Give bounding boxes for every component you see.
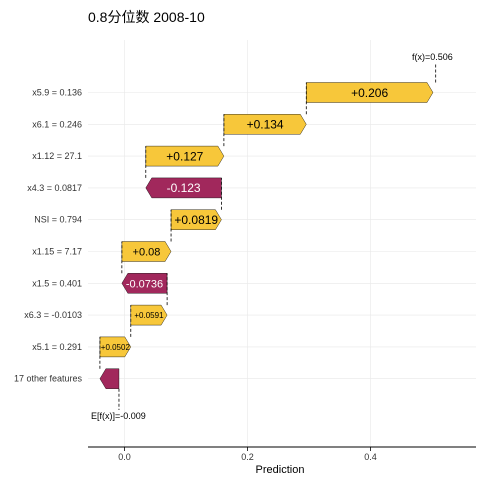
bar-value-label: +0.0502 (101, 343, 131, 352)
bar-value-label: +0.0591 (134, 311, 164, 320)
waterfall-bar (99, 368, 120, 389)
y-tick-label: x5.9 = 0.136 (32, 88, 82, 98)
base-value-label: E[f(x)]=-0.009 (91, 411, 146, 421)
y-tick-label: x6.3 = -0.0103 (24, 310, 82, 320)
y-tick-label: x5.1 = 0.291 (32, 342, 82, 352)
x-tick-label: 0.0 (118, 452, 131, 462)
x-tick-label: 0.2 (241, 452, 254, 462)
y-tick-label: x1.5 = 0.401 (32, 278, 82, 288)
bar-value-label: +0.134 (247, 118, 284, 132)
waterfall-bar (145, 177, 222, 199)
x-tick-label: 0.4 (364, 452, 377, 462)
y-tick-label: x1.15 = 7.17 (32, 247, 82, 257)
bar-value-label: +0.127 (166, 149, 203, 163)
x-axis-label: Prediction (256, 464, 305, 476)
bar-value-label: -0.0736 (126, 278, 163, 290)
x-axis-ticks: 0.0 0.2 0.4 (118, 447, 377, 462)
bar-value-label: +0.206 (351, 86, 388, 100)
y-tick-label: 17 other features (14, 374, 83, 384)
bar-value-label: +0.0819 (174, 213, 218, 227)
y-axis-labels: x5.9 = 0.136 x6.1 = 0.246 x1.12 = 27.1 x4.3… (14, 88, 83, 384)
chart-title: 0.8分位数 2008-10 (88, 9, 205, 25)
y-tick-label: x4.3 = 0.0817 (27, 183, 82, 193)
waterfall-bar (121, 273, 168, 294)
final-value-label: f(x)=0.506 (412, 52, 453, 62)
y-tick-label: x1.12 = 27.1 (32, 151, 82, 161)
y-tick-label: x6.1 = 0.246 (32, 119, 82, 129)
y-tick-label: NSI = 0.794 (34, 215, 82, 225)
bar-value-label: -0.123 (167, 181, 201, 195)
bars-layer: +0.206 +0.134 +0.127 -0.123 +0.0819 +0.08 -0.0… (99, 64, 437, 410)
bar-value-label: +0.08 (133, 246, 161, 258)
